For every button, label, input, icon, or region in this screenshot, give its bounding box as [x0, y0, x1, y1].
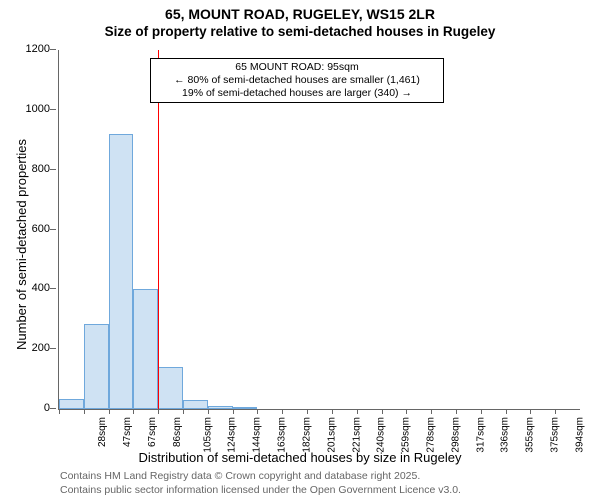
y-tick-label: 1000 — [10, 103, 50, 115]
x-tick-label: 86sqm — [172, 417, 183, 447]
x-tick-label: 336sqm — [500, 417, 511, 453]
x-tick-label: 355sqm — [525, 417, 536, 453]
annotation-line3: 19% of semi-detached houses are larger (… — [157, 87, 437, 100]
histogram-bar — [208, 406, 233, 409]
x-tick-label: 201sqm — [326, 417, 337, 453]
x-tick-mark — [109, 409, 110, 414]
histogram-bar — [233, 407, 258, 409]
y-tick-label: 800 — [10, 163, 50, 175]
chart-title-line1: 65, MOUNT ROAD, RUGELEY, WS15 2LR — [0, 6, 600, 22]
x-tick-label: 105sqm — [202, 417, 213, 453]
x-tick-mark — [431, 409, 432, 414]
x-tick-mark — [282, 409, 283, 414]
reference-marker-line — [158, 50, 159, 409]
x-tick-mark — [382, 409, 383, 414]
x-tick-label: 47sqm — [122, 417, 133, 447]
histogram-bar — [59, 399, 84, 409]
x-tick-mark — [208, 409, 209, 414]
x-tick-label: 124sqm — [227, 417, 238, 453]
y-tick-label: 1200 — [10, 43, 50, 55]
x-tick-mark — [133, 409, 134, 414]
annotation-line1: 65 MOUNT ROAD: 95sqm — [157, 61, 437, 74]
x-tick-label: 182sqm — [301, 417, 312, 453]
y-tick-label: 200 — [10, 342, 50, 354]
x-tick-label: 394sqm — [574, 417, 585, 453]
x-tick-label: 221sqm — [351, 417, 362, 453]
histogram-bar — [158, 367, 183, 409]
x-tick-label: 144sqm — [252, 417, 263, 453]
x-tick-mark — [233, 409, 234, 414]
annotation-box: 65 MOUNT ROAD: 95sqm ← 80% of semi-detac… — [150, 58, 444, 103]
x-tick-label: 317sqm — [475, 417, 486, 453]
x-tick-mark — [59, 409, 60, 414]
histogram-bar — [109, 134, 134, 409]
histogram-bar — [183, 400, 208, 409]
x-tick-mark — [332, 409, 333, 414]
x-tick-mark — [158, 409, 159, 414]
x-tick-mark — [555, 409, 556, 414]
annotation-line2: ← 80% of semi-detached houses are smalle… — [157, 74, 437, 87]
x-tick-label: 375sqm — [550, 417, 561, 453]
x-tick-mark — [506, 409, 507, 414]
x-tick-mark — [84, 409, 85, 414]
x-tick-mark — [257, 409, 258, 414]
x-tick-mark — [481, 409, 482, 414]
y-tick-label: 400 — [10, 282, 50, 294]
x-tick-label: 298sqm — [450, 417, 461, 453]
x-tick-label: 67sqm — [147, 417, 158, 447]
plot-area — [58, 50, 580, 410]
x-tick-mark — [307, 409, 308, 414]
x-tick-mark — [357, 409, 358, 414]
histogram-bar — [133, 289, 158, 409]
footer-line1: Contains HM Land Registry data © Crown c… — [60, 470, 420, 482]
x-tick-mark — [456, 409, 457, 414]
x-tick-mark — [183, 409, 184, 414]
x-tick-label: 278sqm — [426, 417, 437, 453]
histogram-bar — [84, 324, 109, 409]
y-tick-label: 600 — [10, 223, 50, 235]
x-tick-mark — [530, 409, 531, 414]
x-tick-mark — [406, 409, 407, 414]
y-tick-label: 0 — [10, 402, 50, 414]
x-tick-label: 240sqm — [376, 417, 387, 453]
x-tick-label: 163sqm — [277, 417, 288, 453]
x-tick-label: 28sqm — [97, 417, 108, 447]
x-tick-label: 259sqm — [401, 417, 412, 453]
chart-container: 65, MOUNT ROAD, RUGELEY, WS15 2LR Size o… — [0, 0, 600, 500]
footer-line2: Contains public sector information licen… — [60, 484, 461, 496]
chart-title-line2: Size of property relative to semi-detach… — [0, 24, 600, 39]
